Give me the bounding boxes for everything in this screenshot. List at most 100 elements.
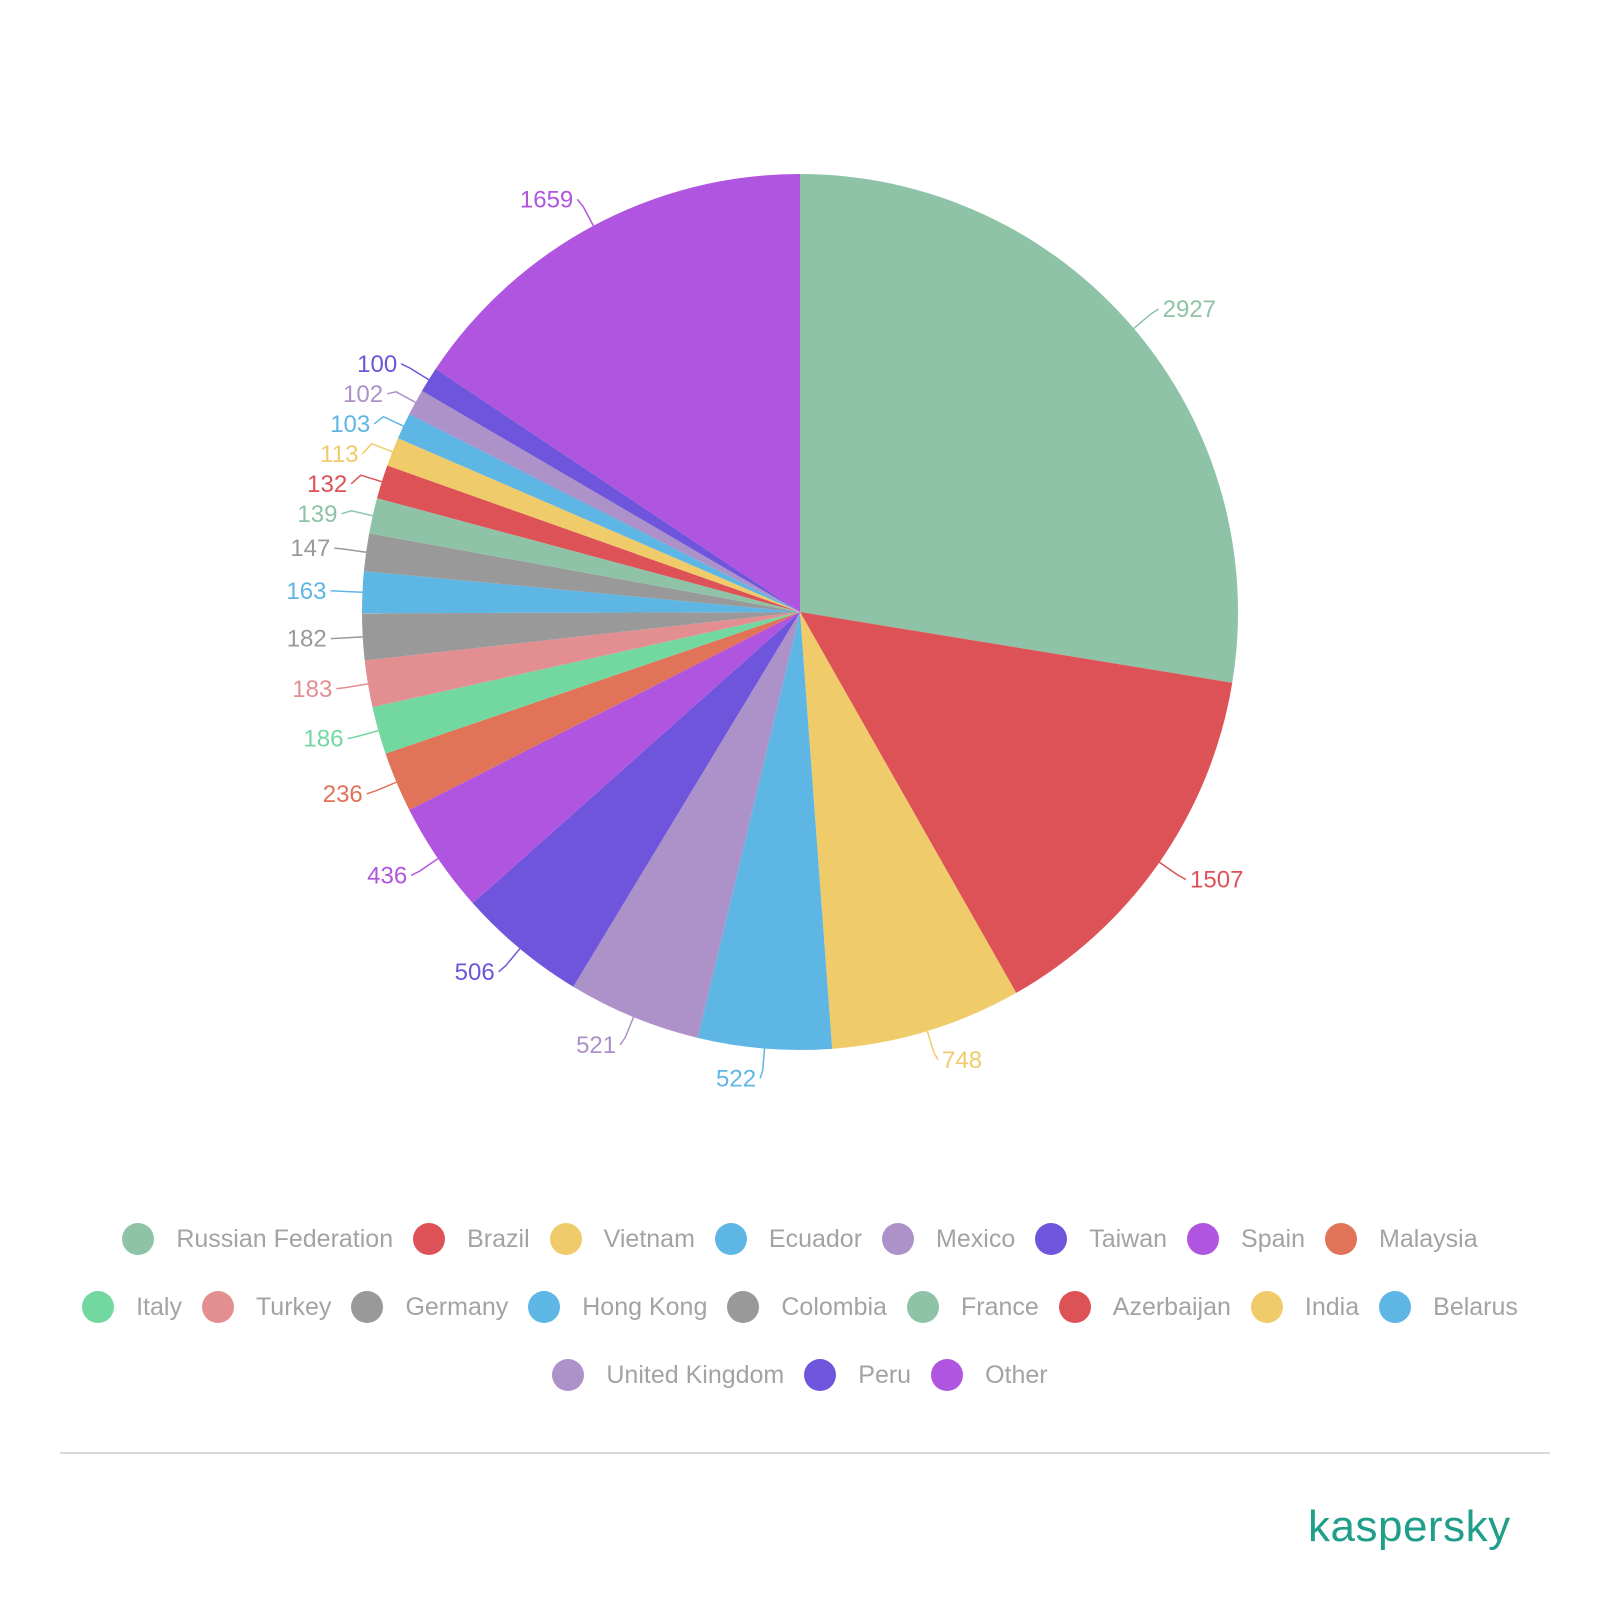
leader-line-ecuador [759, 1048, 766, 1079]
legend-label: Italy [136, 1292, 182, 1321]
legend-label: Russian Federation [176, 1224, 394, 1253]
value-label-mexico: 521 [576, 1032, 616, 1059]
legend-item-spain: Spain [1187, 1223, 1305, 1255]
value-label-france: 139 [297, 501, 337, 528]
value-label-peru: 100 [357, 351, 397, 378]
legend-label: Belarus [1433, 1292, 1518, 1321]
value-label-india: 113 [320, 441, 358, 468]
leader-line-united-kingdom [386, 391, 416, 403]
legend-label: Vietnam [603, 1224, 695, 1253]
value-label-united-kingdom: 102 [343, 381, 383, 408]
legend-swatch [1058, 1291, 1091, 1323]
pie-slice-azerbaijan [377, 465, 800, 612]
legend-item-russian-federation: Russian Federation [122, 1223, 393, 1255]
leader-line-malaysia [366, 781, 397, 795]
legend-item-italy: Italy [82, 1291, 182, 1323]
value-label-spain: 436 [367, 862, 407, 889]
legend-swatch [201, 1291, 234, 1323]
legend-label: Ecuador [768, 1224, 863, 1253]
leader-line-france [341, 510, 373, 517]
leader-line-taiwan [498, 948, 521, 973]
legend-item-brazil: Brazil [413, 1223, 530, 1255]
legend-label: Malaysia [1379, 1224, 1478, 1253]
value-label-taiwan: 506 [455, 959, 495, 986]
pie-slice-germany [362, 612, 800, 661]
pie-slice-mexico [573, 612, 800, 1038]
legend-item-germany: Germany [351, 1291, 508, 1323]
legend-swatch [931, 1359, 964, 1391]
legend-label: Germany [405, 1292, 509, 1321]
legend-item-turkey: Turkey [201, 1291, 332, 1323]
value-label-other: 1659 [520, 186, 573, 213]
legend-item-taiwan: Taiwan [1035, 1223, 1167, 1255]
legend-swatch [906, 1291, 939, 1323]
leader-line-germany [330, 636, 363, 640]
leader-line-russian-federation [1133, 308, 1160, 329]
legend-item-colombia: Colombia [727, 1291, 887, 1323]
value-label-turkey: 183 [292, 676, 332, 703]
legend-item-other: Other [931, 1359, 1048, 1391]
legend-swatch [552, 1359, 585, 1391]
pie-slice-russian-federation [800, 174, 1239, 683]
legend-label: Colombia [781, 1292, 887, 1321]
leader-line-mexico [619, 1016, 635, 1046]
legend-swatch [1187, 1223, 1220, 1255]
legend-item-india: India [1250, 1291, 1360, 1323]
legend-label: Turkey [255, 1292, 332, 1321]
legend-label: France [960, 1292, 1039, 1321]
legend-swatch [528, 1291, 561, 1323]
leader-line-peru [400, 363, 430, 381]
legend-item-ecuador: Ecuador [714, 1223, 863, 1255]
pie-slice-india [387, 438, 800, 612]
value-label-colombia: 147 [290, 535, 330, 562]
leader-line-belarus [373, 415, 404, 427]
value-label-vietnam: 748 [942, 1047, 982, 1074]
legend-row: Italy Turkey Germany Hong Kong Colombia Franc… [40, 1273, 1560, 1341]
legend-label: India [1304, 1292, 1360, 1321]
pie-slice-taiwan [472, 612, 800, 987]
legend-swatch [1325, 1223, 1357, 1255]
pie-slice-brazil [800, 612, 1233, 993]
pie-slice-france [369, 498, 800, 612]
legend-swatch [1379, 1291, 1412, 1323]
pie-slice-peru [421, 368, 800, 612]
leader-line-vietnam [926, 1030, 939, 1061]
legend-label: United Kingdom [606, 1360, 785, 1389]
legend-item-vietnam: Vietnam [549, 1223, 695, 1255]
legend-swatch [82, 1291, 115, 1323]
pie-slice-hong-kong [361, 571, 800, 614]
value-label-belarus: 103 [330, 411, 370, 438]
leader-line-other [576, 198, 595, 227]
legend-label: Other [985, 1360, 1048, 1389]
legend-row: Russian Federation Brazil Vietnam Ecuador Me… [40, 1205, 1560, 1273]
leader-line-india [361, 442, 393, 455]
legend-swatch [351, 1291, 384, 1323]
kaspersky-logo: kaspersky [1308, 1502, 1511, 1551]
leader-line-colombia [334, 547, 367, 553]
legend-swatch [882, 1223, 915, 1255]
leader-line-spain [410, 857, 439, 877]
value-label-hong-kong: 163 [286, 578, 326, 605]
legend-label: Brazil [467, 1224, 530, 1253]
legend-swatch [1250, 1291, 1283, 1323]
legend-swatch [413, 1223, 446, 1255]
divider [60, 1452, 1550, 1454]
legend-item-mexico: Mexico [882, 1223, 1015, 1255]
legend-label: Hong Kong [582, 1292, 708, 1321]
legend-label: Spain [1241, 1224, 1305, 1253]
legend-item-belarus: Belarus [1379, 1291, 1518, 1323]
legend-item-hong-kong: Hong Kong [528, 1291, 707, 1323]
pie-slice-spain [409, 612, 800, 904]
legend-swatch [122, 1223, 155, 1255]
legend-label: Taiwan [1089, 1224, 1168, 1253]
legend-row: United Kingdom Peru Other [40, 1341, 1560, 1409]
pie-slice-ecuador [697, 612, 833, 1050]
legend-label: Azerbaijan [1112, 1292, 1231, 1321]
pie-slice-turkey [364, 612, 800, 708]
value-label-italy: 186 [303, 726, 343, 753]
legend-swatch [727, 1291, 760, 1323]
legend-swatch [804, 1359, 837, 1391]
value-label-russian-federation: 2927 [1163, 296, 1216, 323]
legend-swatch [714, 1223, 747, 1255]
pie-slice-colombia [363, 533, 800, 612]
